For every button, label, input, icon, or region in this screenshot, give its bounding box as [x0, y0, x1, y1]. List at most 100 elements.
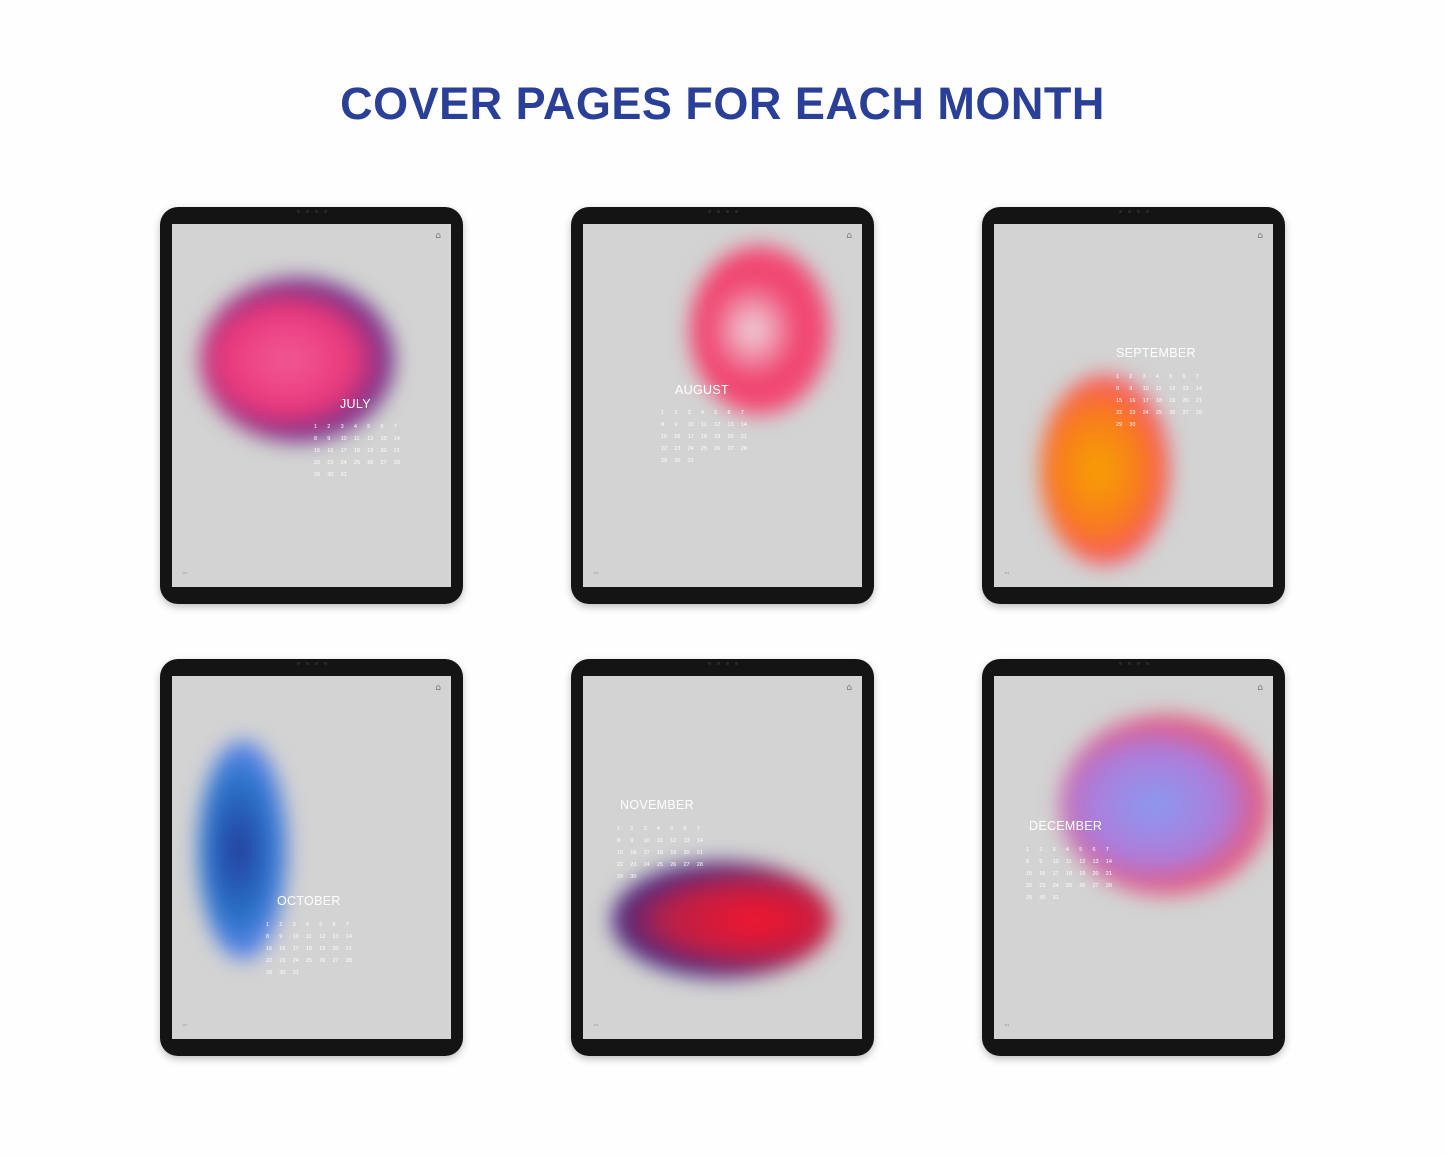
home-icon[interactable]: ⌂	[1257, 231, 1263, 241]
calendar-day[interactable]: 8	[266, 934, 270, 940]
calendar-day[interactable]: 4	[700, 410, 704, 416]
calendar-day[interactable]: 31	[1052, 895, 1059, 901]
calendar-day[interactable]: 5	[670, 826, 674, 832]
calendar-day[interactable]: 30	[630, 874, 637, 880]
calendar-day[interactable]: 4	[1155, 374, 1159, 380]
calendar-day[interactable]: 10	[1052, 859, 1059, 865]
calendar-day[interactable]: 25	[1065, 883, 1073, 889]
calendar-day[interactable]: 24	[1142, 410, 1149, 416]
calendar-day[interactable]: 14	[740, 422, 747, 428]
calendar-day[interactable]: 11	[656, 838, 663, 844]
more-dots-icon[interactable]: ···	[593, 1021, 599, 1030]
calendar-day[interactable]: 1	[266, 922, 270, 928]
calendar-day[interactable]: 30	[1129, 422, 1136, 428]
calendar-day[interactable]: 15	[1026, 871, 1033, 877]
calendar-day[interactable]: 12	[1169, 386, 1176, 392]
calendar-day[interactable]: 7	[1105, 847, 1109, 853]
calendar-day[interactable]: 23	[279, 958, 286, 964]
calendar-day[interactable]: 5	[1079, 847, 1083, 853]
calendar-day[interactable]: 28	[696, 862, 703, 868]
calendar-day[interactable]: 21	[1195, 398, 1202, 404]
calendar-day[interactable]: 30	[1039, 895, 1046, 901]
calendar-day[interactable]: 18	[1065, 871, 1073, 877]
calendar-day[interactable]: 30	[279, 970, 286, 976]
calendar-day[interactable]: 28	[1195, 410, 1202, 416]
calendar-day[interactable]: 28	[1105, 883, 1112, 889]
calendar-day[interactable]: 29	[266, 970, 273, 976]
calendar-day[interactable]: 25	[305, 958, 313, 964]
calendar-day[interactable]: 9	[279, 934, 283, 940]
calendar-day[interactable]: 31	[687, 458, 694, 464]
calendar-day[interactable]: 21	[393, 448, 400, 454]
calendar-day[interactable]: 27	[332, 958, 339, 964]
calendar-day[interactable]: 1	[1116, 374, 1120, 380]
more-dots-icon[interactable]: ···	[593, 569, 599, 578]
calendar-day[interactable]: 8	[617, 838, 621, 844]
calendar-day[interactable]: 17	[643, 850, 650, 856]
calendar-day[interactable]: 1	[617, 826, 621, 832]
calendar-day[interactable]: 10	[1142, 386, 1149, 392]
calendar-day[interactable]: 26	[1079, 883, 1086, 889]
more-dots-icon[interactable]: ···	[182, 1021, 188, 1030]
calendar-day[interactable]: 28	[393, 460, 400, 466]
calendar-day[interactable]: 29	[661, 458, 668, 464]
calendar-day[interactable]: 13	[727, 422, 734, 428]
calendar-day[interactable]: 22	[314, 460, 321, 466]
calendar-day[interactable]: 27	[1182, 410, 1189, 416]
calendar-day[interactable]: 31	[340, 472, 347, 478]
calendar-day[interactable]: 25	[656, 862, 664, 868]
calendar-day[interactable]: 2	[1129, 374, 1133, 380]
calendar-day[interactable]: 1	[661, 410, 665, 416]
calendar-day[interactable]: 16	[630, 850, 637, 856]
calendar-day[interactable]: 19	[1079, 871, 1086, 877]
calendar-day[interactable]: 25	[353, 460, 361, 466]
calendar-day[interactable]: 15	[1116, 398, 1123, 404]
calendar-day[interactable]: 9	[1039, 859, 1043, 865]
calendar-day[interactable]: 19	[670, 850, 677, 856]
calendar-day[interactable]: 29	[1026, 895, 1033, 901]
calendar-day[interactable]: 7	[740, 410, 744, 416]
calendar-day[interactable]: 25	[1155, 410, 1163, 416]
calendar-day[interactable]: 2	[327, 424, 331, 430]
calendar-day[interactable]: 30	[674, 458, 681, 464]
calendar-day[interactable]: 29	[314, 472, 321, 478]
calendar-day[interactable]: 7	[345, 922, 349, 928]
calendar-day[interactable]: 8	[1116, 386, 1120, 392]
calendar-day[interactable]: 4	[353, 424, 357, 430]
calendar-day[interactable]: 17	[1142, 398, 1149, 404]
calendar-day[interactable]: 24	[643, 862, 650, 868]
calendar-day[interactable]: 23	[327, 460, 334, 466]
calendar-day[interactable]: 11	[353, 436, 360, 442]
calendar-day[interactable]: 4	[305, 922, 309, 928]
calendar-day[interactable]: 16	[279, 946, 286, 952]
calendar-day[interactable]: 18	[305, 946, 313, 952]
calendar-day[interactable]: 8	[314, 436, 318, 442]
calendar-day[interactable]: 12	[670, 838, 677, 844]
calendar-day[interactable]: 7	[1195, 374, 1199, 380]
calendar-day[interactable]: 27	[727, 446, 734, 452]
calendar-day[interactable]: 12	[1079, 859, 1086, 865]
calendar-day[interactable]: 13	[683, 838, 690, 844]
calendar-day[interactable]: 19	[367, 448, 374, 454]
calendar-day[interactable]: 21	[740, 434, 747, 440]
calendar-day[interactable]: 20	[1182, 398, 1189, 404]
calendar-day[interactable]: 18	[700, 434, 708, 440]
calendar-day[interactable]: 5	[714, 410, 718, 416]
calendar-day[interactable]: 15	[661, 434, 668, 440]
calendar-day[interactable]: 27	[380, 460, 387, 466]
home-icon[interactable]: ⌂	[846, 231, 852, 241]
calendar-day[interactable]: 20	[380, 448, 387, 454]
calendar-day[interactable]: 24	[1052, 883, 1059, 889]
calendar-day[interactable]: 3	[1142, 374, 1146, 380]
calendar-day[interactable]: 9	[1129, 386, 1133, 392]
calendar-day[interactable]: 9	[630, 838, 634, 844]
calendar-day[interactable]: 17	[687, 434, 694, 440]
calendar-day[interactable]: 18	[656, 850, 664, 856]
calendar-day[interactable]: 14	[1195, 386, 1202, 392]
calendar-day[interactable]: 12	[367, 436, 374, 442]
calendar-day[interactable]: 1	[314, 424, 318, 430]
calendar-day[interactable]: 14	[696, 838, 703, 844]
calendar-day[interactable]: 9	[327, 436, 331, 442]
calendar-day[interactable]: 10	[292, 934, 299, 940]
calendar-day[interactable]: 24	[340, 460, 347, 466]
